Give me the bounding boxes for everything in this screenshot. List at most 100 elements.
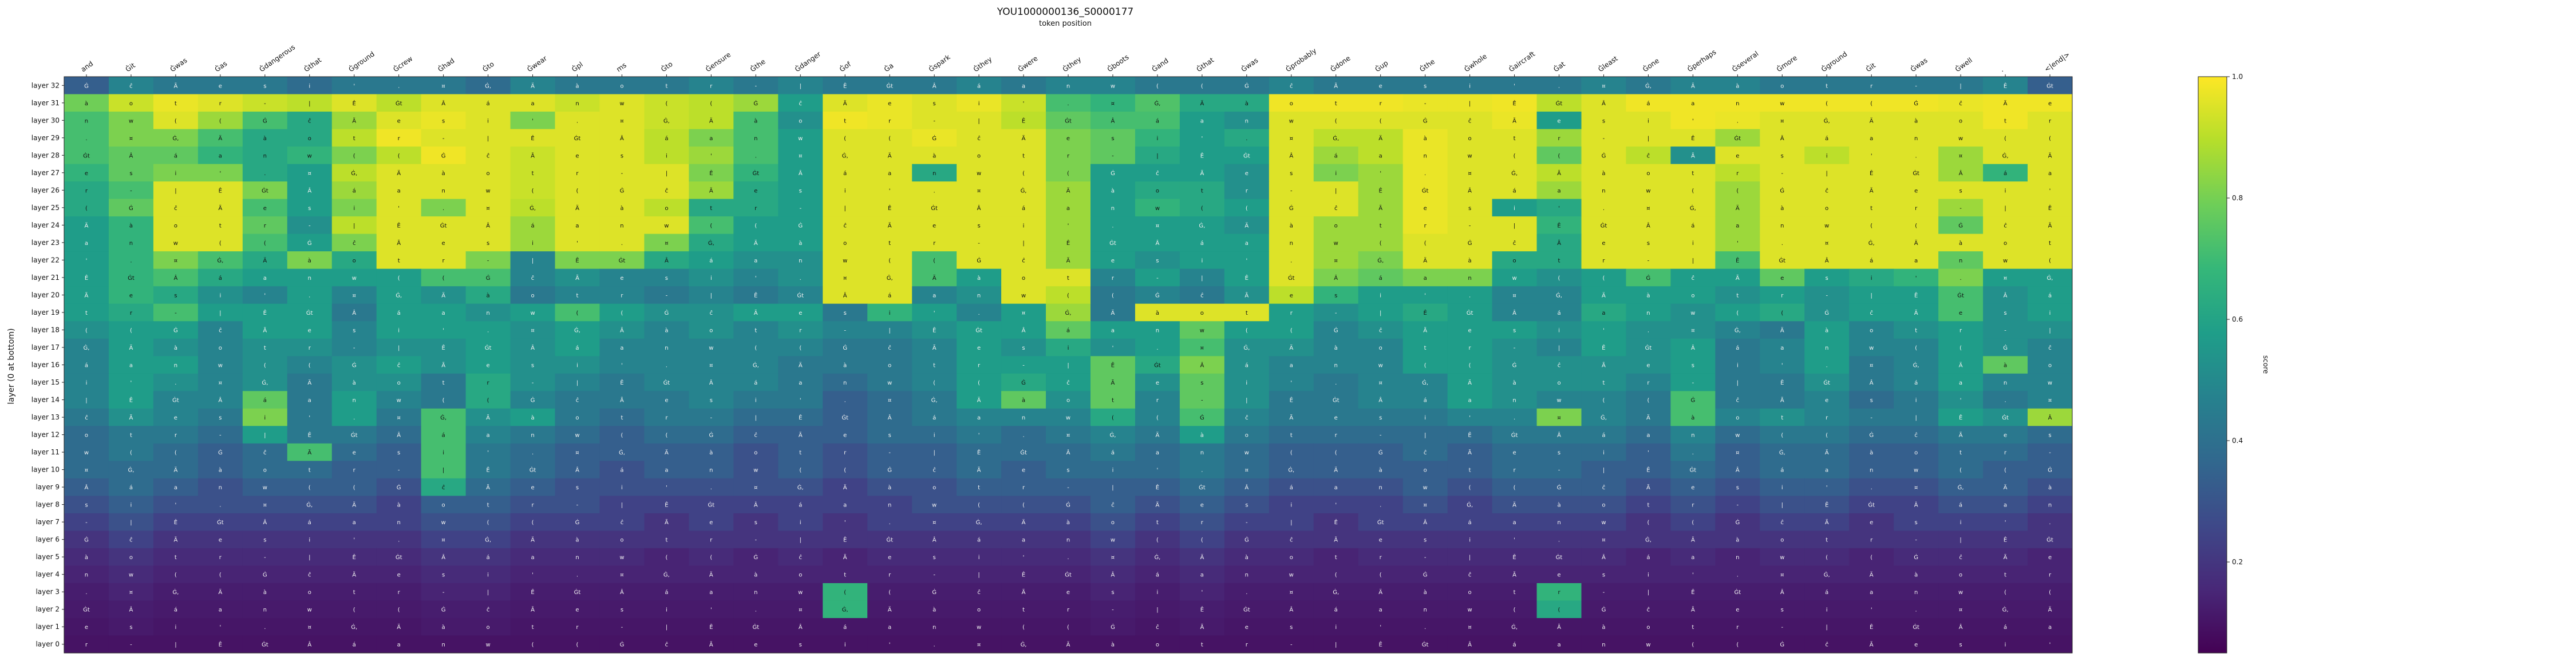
- heatmap-cell: [1313, 496, 1359, 514]
- cell-token-label: Ä: [1066, 187, 1070, 194]
- heatmap-cell: [1715, 513, 1760, 531]
- heatmap-cell: [644, 478, 689, 496]
- cell-token-label: s: [933, 101, 936, 107]
- x-tick-label: Ġthat: [302, 55, 323, 74]
- cell-token-label: (: [1380, 240, 1382, 247]
- heatmap-cell: [1492, 391, 1538, 409]
- heatmap-cell: [1001, 443, 1046, 461]
- cell-token-label: ¤: [1780, 118, 1784, 124]
- heatmap-cell: [242, 147, 288, 165]
- heatmap-cell: [1447, 338, 1493, 357]
- y-tick-label: layer 7: [35, 518, 60, 526]
- heatmap-cell: [1849, 496, 1894, 514]
- cell-token-label: s: [129, 624, 132, 631]
- heatmap-cell: [1046, 199, 1091, 217]
- cell-token-label: .: [1246, 589, 1247, 596]
- heatmap-cell: [465, 496, 511, 514]
- cell-token-label: (: [442, 275, 445, 282]
- heatmap-cell: [465, 181, 511, 200]
- heatmap-cell: [1536, 408, 1582, 426]
- heatmap-cell: [1269, 443, 1314, 461]
- heatmap-cell: [555, 356, 600, 374]
- heatmap-cell: [599, 338, 645, 357]
- heatmap-cell: [644, 112, 689, 130]
- cell-token-label: ĉ: [531, 275, 535, 282]
- cell-token-label: à: [353, 379, 356, 386]
- heatmap-cell: [1358, 408, 1404, 426]
- heatmap-cell: [1804, 303, 1850, 322]
- colorbar-tick-label: 0.8: [2232, 194, 2243, 202]
- cell-token-label: à: [1111, 187, 1115, 194]
- heatmap-cell: [1804, 147, 1850, 165]
- cell-token-label: -: [264, 555, 266, 561]
- heatmap-cell: [1447, 531, 1493, 549]
- heatmap-cell: [1804, 321, 1850, 339]
- cell-token-label: -: [1022, 363, 1025, 369]
- heatmap-cell: [644, 443, 689, 461]
- heatmap-cell: [197, 321, 243, 339]
- cell-token-label: Â: [620, 134, 624, 142]
- heatmap-cell: [1983, 461, 2028, 479]
- heatmap-cell: [733, 216, 779, 235]
- heatmap-cell: [376, 583, 422, 601]
- cell-token-label: n: [1200, 450, 1204, 456]
- heatmap-cell: [599, 199, 645, 217]
- heatmap-cell: [1983, 513, 2028, 531]
- heatmap-cell: [421, 303, 467, 322]
- cell-token-label: Ġ,: [172, 588, 179, 596]
- cell-token-label: à: [1111, 642, 1115, 648]
- heatmap-cell: [153, 426, 199, 444]
- heatmap-cell: [510, 303, 556, 322]
- cell-token-label: Ä: [129, 344, 133, 351]
- cell-token-label: n: [665, 345, 668, 351]
- cell-token-label: Ġ: [2048, 466, 2052, 474]
- heatmap-cell: [1983, 635, 2028, 654]
- heatmap-cell: [599, 531, 645, 549]
- heatmap-cell: [778, 94, 823, 112]
- cell-token-label: |: [888, 327, 890, 334]
- heatmap-cell: [1358, 216, 1404, 235]
- heatmap-cell: [1269, 583, 1314, 601]
- cell-token-label: à: [620, 205, 623, 212]
- heatmap-cell: [1715, 129, 1760, 147]
- cell-token-label: w: [1289, 118, 1294, 124]
- cell-token-label: |: [1469, 555, 1471, 561]
- heatmap-cell: [644, 181, 689, 200]
- cell-token-label: (: [1870, 555, 1872, 561]
- heatmap-cell: [1804, 496, 1850, 514]
- heatmap-cell: [733, 531, 779, 549]
- cell-token-label: Ê: [2004, 82, 2007, 89]
- cell-token-label: (: [2049, 589, 2051, 596]
- cell-token-label: Â: [486, 221, 490, 229]
- cell-token-label: Ã: [1870, 641, 1874, 648]
- heatmap-cell: [1715, 286, 1760, 304]
- cell-token-label: o: [1557, 380, 1560, 386]
- heatmap-cell: [2028, 583, 2073, 601]
- heatmap-cell: [1358, 513, 1404, 531]
- cell-token-label: s: [710, 398, 713, 404]
- cell-token-label: a: [397, 642, 401, 648]
- cell-token-label: Â: [843, 291, 847, 299]
- cell-token-label: Ġ: [1557, 484, 1562, 491]
- heatmap-cell: [376, 199, 422, 217]
- cell-token-label: ĉ: [85, 414, 88, 421]
- cell-token-label: ¤: [129, 136, 133, 142]
- heatmap-cell: [555, 77, 600, 95]
- cell-token-label: a: [1557, 642, 1560, 648]
- cell-token-label: ĉ: [799, 100, 803, 107]
- cell-token-label: s: [1736, 485, 1739, 491]
- heatmap-cell: [1760, 618, 1805, 636]
- cell-token-label: t: [442, 380, 445, 386]
- heatmap-cell: [912, 216, 957, 235]
- heatmap-cell: [1224, 635, 1270, 654]
- heatmap-cell: [1269, 600, 1314, 619]
- heatmap-cell: [1715, 94, 1760, 112]
- y-tick-label: layer 11: [31, 448, 60, 456]
- cell-token-label: (: [1826, 101, 1828, 107]
- cell-token-label: o: [799, 572, 802, 579]
- heatmap-cell: [599, 513, 645, 531]
- cell-token-label: Ä: [754, 239, 758, 247]
- heatmap-cell: [1224, 181, 1270, 200]
- heatmap-cell: [1001, 391, 1046, 409]
- heatmap-cell: [1224, 321, 1270, 339]
